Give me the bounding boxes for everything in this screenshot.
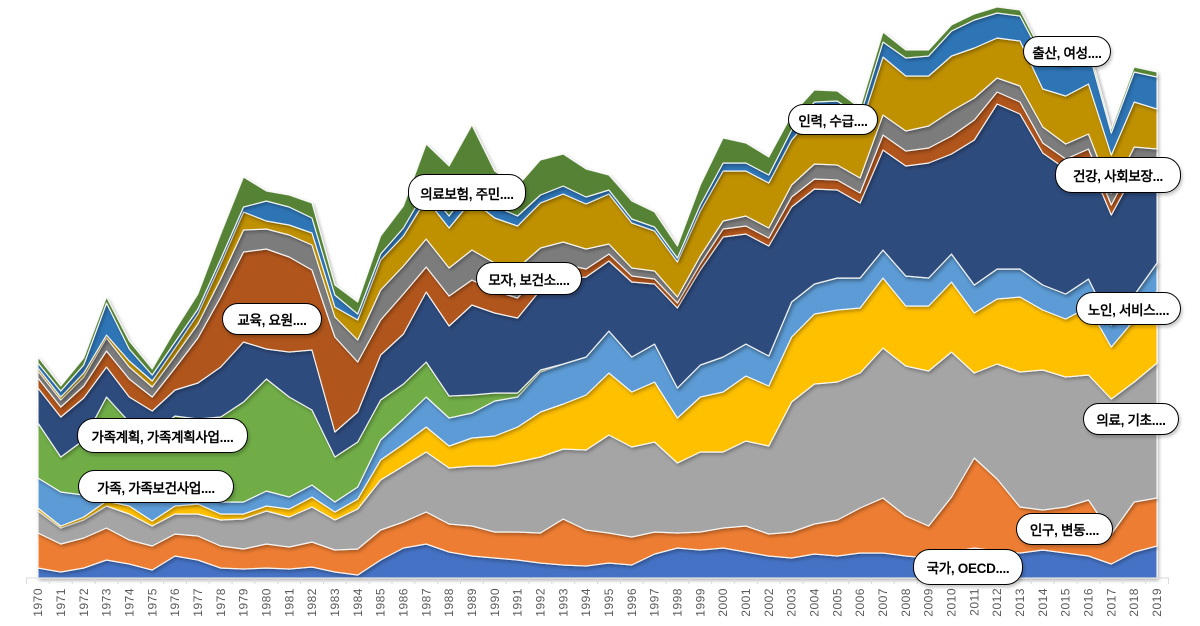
series-area-childbirth-women [37, 6, 1158, 392]
x-axis-label-1998: 1998 [671, 588, 685, 617]
x-axis-label-2014: 2014 [1036, 588, 1050, 617]
x-axis-label-1995: 1995 [602, 588, 616, 617]
callout-elderly-services: 노인, 서비스.... [1076, 292, 1181, 325]
x-axis-label-1977: 1977 [191, 588, 205, 617]
callout-population-change: 인구, 변동.... [1016, 513, 1113, 545]
x-axis-label-1982: 1982 [305, 588, 319, 617]
x-axis-label-1989: 1989 [465, 588, 479, 617]
x-axis-label-2002: 2002 [762, 588, 776, 617]
callout-family-health-program: 가족, 가족보건사업.... [78, 470, 234, 503]
x-axis-label-1993: 1993 [556, 588, 570, 617]
x-axis-label-2004: 2004 [808, 588, 822, 617]
x-axis-label-1970: 1970 [31, 588, 45, 617]
x-axis-label-1994: 1994 [579, 588, 593, 617]
x-axis-label-1979: 1979 [237, 588, 251, 617]
callout-childbirth-women: 출산, 여성.... [1023, 36, 1111, 67]
x-axis-label-2010: 2010 [945, 588, 959, 617]
x-axis-label-1988: 1988 [442, 588, 456, 617]
x-axis-label-1975: 1975 [145, 588, 159, 617]
x-axis-label-1980: 1980 [259, 588, 273, 617]
x-axis-label-1999: 1999 [693, 588, 707, 617]
x-axis-label-1983: 1983 [328, 588, 342, 617]
callout-country-oecd: 국가, OECD.... [913, 549, 1023, 585]
x-axis-label-1991: 1991 [511, 588, 525, 617]
x-axis-label-1976: 1976 [168, 588, 182, 617]
x-axis-label-1997: 1997 [648, 588, 662, 617]
x-axis-label-1992: 1992 [533, 588, 547, 617]
callout-family-planning-program: 가족계획, 가족계획사업.... [77, 418, 248, 453]
x-axis-label-2012: 2012 [990, 588, 1004, 617]
x-axis-label-2011: 2011 [967, 588, 981, 616]
x-axis-label-2000: 2000 [716, 588, 730, 617]
x-axis-label-2009: 2009 [922, 588, 936, 617]
x-axis-label-1984: 1984 [351, 588, 365, 617]
x-axis-label-2013: 2013 [1013, 588, 1027, 617]
x-axis-label-2007: 2007 [876, 588, 890, 617]
x-axis-label-2006: 2006 [853, 588, 867, 617]
callout-manpower-supply: 인력, 수급.... [788, 104, 878, 135]
x-axis-label-2017: 2017 [1104, 588, 1118, 617]
x-axis-label-2016: 2016 [1082, 588, 1096, 617]
x-axis-labels: 1970 1971 1972 1973 1974 1975 1976 1977 1978 1979… [31, 588, 1164, 617]
x-axis-label-2005: 2005 [830, 588, 844, 617]
x-axis-label-2019: 2019 [1150, 588, 1164, 617]
x-axis-label-1973: 1973 [100, 588, 114, 617]
x-axis-label-2018: 2018 [1127, 588, 1141, 617]
callout-medical-insurance-residents: 의료보험, 주민.... [408, 174, 526, 211]
x-axis-label-1987: 1987 [419, 588, 433, 617]
x-axis-label-2008: 2008 [899, 588, 913, 617]
x-axis-label-1972: 1972 [77, 588, 91, 617]
callout-health-social-security: 건강, 사회보장... [1055, 157, 1181, 193]
x-axis-label-2001: 2001 [739, 588, 753, 617]
x-axis-label-1981: 1981 [282, 588, 296, 617]
callout-medical-basic: 의료, 기초.... [1083, 403, 1179, 435]
x-axis-label-1971: 1971 [54, 588, 68, 617]
x-axis-label-1974: 1974 [122, 588, 136, 617]
callout-mother-child-health-center: 모자, 보건소.... [476, 262, 582, 295]
x-axis-label-1978: 1978 [214, 588, 228, 617]
x-axis-label-1990: 1990 [488, 588, 502, 617]
x-axis-label-1986: 1986 [396, 588, 410, 617]
callout-education-personnel: 교육, 요원.... [222, 303, 322, 335]
x-axis-label-2015: 2015 [1059, 588, 1073, 617]
x-axis-label-1985: 1985 [374, 588, 388, 617]
x-axis-label-2003: 2003 [785, 588, 799, 617]
x-axis-label-1996: 1996 [625, 588, 639, 617]
